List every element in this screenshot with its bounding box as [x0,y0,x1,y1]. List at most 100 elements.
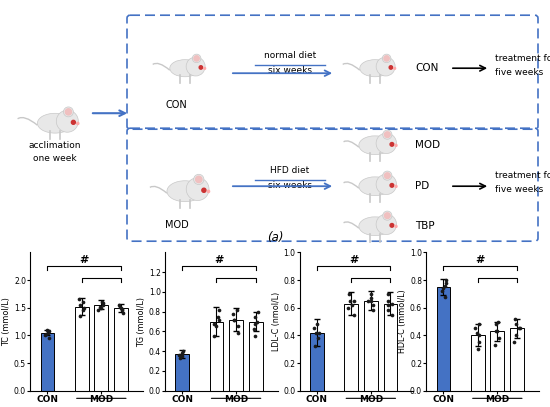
Text: five weeks: five weeks [495,68,543,77]
Point [212,323,221,330]
Point [364,298,372,304]
Point [79,307,87,314]
Point [43,326,52,333]
Point [369,307,378,314]
Circle shape [389,66,393,69]
Point [349,311,358,318]
Point [114,302,123,308]
Point [230,316,239,323]
Bar [41,333,54,391]
Point [345,291,354,297]
Point [210,320,218,327]
Bar [114,308,128,391]
Point [494,318,503,325]
Point [495,335,504,341]
Point [250,313,259,320]
Point [253,318,262,325]
Text: (a): (a) [267,231,283,244]
Circle shape [76,123,79,125]
Point [510,339,519,346]
Point [492,328,501,335]
Circle shape [65,109,72,115]
Ellipse shape [359,217,391,236]
Point [118,306,127,312]
Point [75,302,84,308]
Point [511,315,520,322]
Circle shape [202,188,206,192]
Point [475,339,484,346]
Circle shape [383,211,392,220]
Circle shape [390,223,394,227]
Point [512,332,520,339]
Ellipse shape [359,177,391,195]
Point [249,326,258,333]
Point [250,320,259,327]
Text: one week: one week [33,154,77,163]
Point [75,313,84,319]
Bar [229,319,243,391]
Point [118,307,127,314]
Point [176,355,185,361]
Point [315,329,324,336]
Circle shape [194,56,199,61]
Point [98,300,107,306]
Point [344,304,353,311]
Point [234,323,243,330]
Point [472,329,481,336]
Ellipse shape [37,113,73,133]
Point [250,333,259,339]
Point [384,298,393,304]
Point [366,291,375,297]
Circle shape [395,144,397,147]
Point [310,343,319,350]
Point [119,310,128,317]
Point [45,328,53,334]
Bar [491,331,504,391]
Circle shape [376,174,397,195]
Ellipse shape [359,136,391,155]
Circle shape [199,66,202,69]
Text: MOD: MOD [415,140,440,150]
Point [437,288,446,294]
Bar [510,328,524,391]
Point [253,309,262,315]
Point [117,304,125,311]
Point [367,295,376,301]
Text: #: # [349,256,359,265]
Circle shape [390,184,394,187]
Point [345,298,354,304]
Point [442,277,450,283]
Text: #: # [476,256,485,265]
Circle shape [383,130,392,139]
Point [348,302,356,308]
Bar [310,333,324,391]
Point [41,331,50,337]
Text: PD: PD [415,181,429,191]
Text: #: # [214,256,224,265]
Point [234,330,243,337]
Bar [95,305,108,391]
Point [80,304,89,311]
Point [474,332,483,339]
Circle shape [382,54,391,63]
Point [310,325,318,332]
Point [474,346,483,352]
Text: treatment for: treatment for [495,171,550,180]
Bar [249,322,262,391]
Ellipse shape [167,181,203,201]
Text: CON: CON [165,100,187,110]
Circle shape [196,176,202,183]
Point [94,307,103,314]
Point [97,299,106,305]
Bar [471,335,485,391]
Point [229,316,238,323]
Circle shape [384,132,390,138]
Point [116,303,125,310]
Circle shape [376,214,397,234]
Point [79,299,87,305]
Circle shape [194,174,204,184]
Point [439,285,448,291]
Ellipse shape [170,60,200,77]
Text: MOD: MOD [165,220,189,230]
Point [441,282,450,289]
